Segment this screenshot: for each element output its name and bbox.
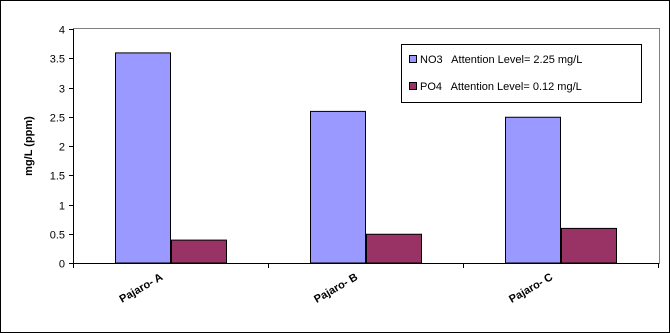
y-tick-label: 2 <box>59 142 65 154</box>
y-tick-label: 1 <box>59 201 65 213</box>
bar-no3 <box>505 116 561 264</box>
bars-group <box>115 52 617 264</box>
legend-box <box>401 44 642 103</box>
legend: NO3 Attention Level= 2.25 mg/L PO4 Atten… <box>401 44 642 103</box>
bar-po4 <box>561 227 617 264</box>
y-tick-label: 3 <box>59 84 65 96</box>
legend-swatch-no3 <box>409 55 417 63</box>
y-tick-label: 0 <box>59 259 65 271</box>
bar-po4 <box>171 239 227 264</box>
y-axis-title: mg/L (ppm) <box>23 116 35 176</box>
y-tick-label: 2.5 <box>50 113 65 125</box>
y-tick-label: 4 <box>59 25 65 37</box>
legend-label-po4: PO4 Attention Level= 0.12 mg/L <box>420 81 582 93</box>
bar-no3 <box>115 52 171 264</box>
y-tick-label: 0.5 <box>50 230 65 242</box>
bar-no3 <box>310 110 366 264</box>
legend-swatch-po4 <box>409 82 417 90</box>
legend-label-no3: NO3 Attention Level= 2.25 mg/L <box>420 54 582 66</box>
y-tick-label: 1.5 <box>50 171 65 183</box>
y-tick-label: 3.5 <box>50 54 65 66</box>
bar-po4 <box>366 233 422 264</box>
